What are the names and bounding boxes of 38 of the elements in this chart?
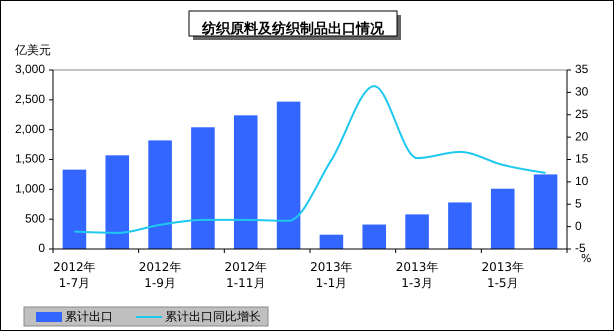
- bar: [320, 234, 344, 249]
- y2-tick-label: 35: [575, 62, 589, 76]
- bar: [148, 140, 172, 249]
- y2-tick-label: 0: [575, 218, 582, 233]
- bar: [191, 127, 215, 249]
- y-tick-label: 0: [38, 241, 46, 256]
- bar: [362, 224, 386, 249]
- y-tick-label: 500: [24, 211, 46, 226]
- y-tick-label: 3,000: [14, 62, 46, 76]
- y-tick-label: 1,000: [14, 182, 46, 196]
- bar: [105, 155, 130, 249]
- x-tick-label: 2012年 1-11月: [224, 260, 268, 290]
- legend-label: 累计出口同比增长: [165, 309, 261, 324]
- y2-tick-label: 15: [575, 152, 589, 166]
- legend-label: 累计出口: [65, 309, 113, 324]
- bar: [62, 170, 86, 249]
- y-tick-label: 2,000: [14, 122, 46, 136]
- bar: [448, 202, 472, 249]
- y-axis-title: 亿美元: [14, 43, 51, 57]
- bar: [490, 188, 515, 249]
- x-tick-label: 2012年 1-9月: [138, 260, 182, 290]
- y2-tick-label: 10: [575, 174, 589, 188]
- y2-tick-label: 30: [575, 84, 589, 99]
- line-series: [73, 85, 547, 234]
- bar: [276, 102, 300, 249]
- bar: [405, 214, 429, 249]
- y2-tick-label: 25: [575, 106, 589, 121]
- x-tick-label: 2013年 1-5月: [481, 260, 524, 290]
- x-tick-label: 2013年 1-1月: [310, 260, 353, 290]
- y-tick-label: 1,500: [14, 152, 46, 166]
- x-tick-label: 2013年 1-3月: [396, 260, 438, 290]
- chart-title: 纺织原料及纺织制品出口情况: [201, 20, 385, 37]
- y-tick-label: 2,500: [14, 92, 46, 106]
- bar: [234, 115, 258, 249]
- y2-tick-label: 20: [575, 129, 589, 144]
- bar: [534, 174, 558, 249]
- y2-tick-label: 5: [575, 196, 582, 210]
- x-tick-label: 2012年 1-7月: [53, 260, 96, 290]
